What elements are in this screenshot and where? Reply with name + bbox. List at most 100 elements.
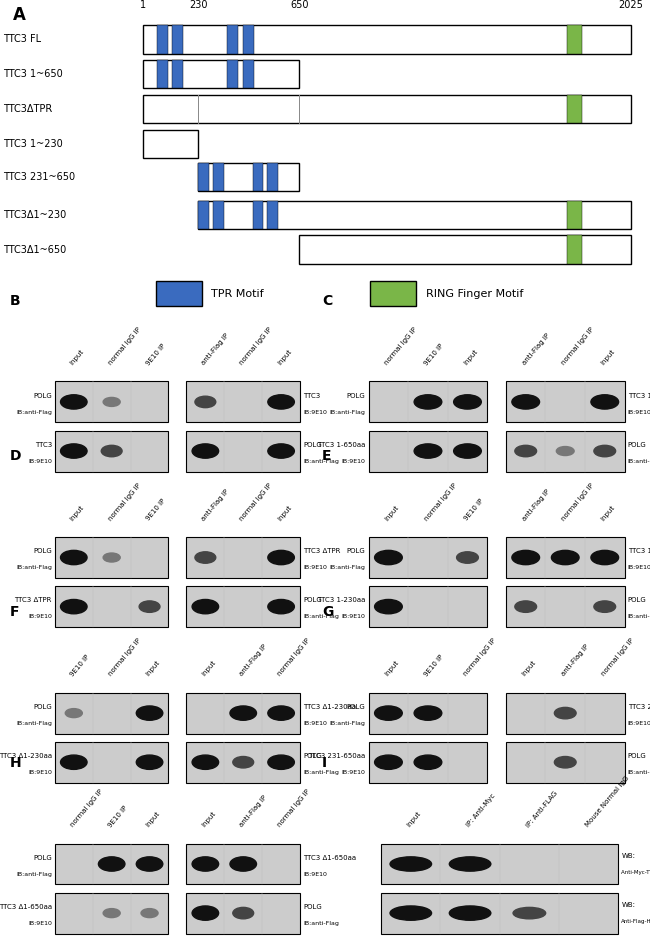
Text: TTC3 1-230aa: TTC3 1-230aa [317,598,365,604]
Bar [55,693,168,734]
Ellipse shape [515,445,537,456]
Ellipse shape [374,600,402,614]
Ellipse shape [449,857,491,871]
Ellipse shape [268,706,294,720]
Ellipse shape [449,906,491,920]
Bar [157,25,168,54]
Text: 1: 1 [140,0,146,10]
Text: IB:anti-Flag: IB:anti-Flag [330,565,365,571]
Bar [369,431,488,472]
Ellipse shape [414,706,442,720]
Text: TTC3 ΔTPR: TTC3 ΔTPR [14,598,52,604]
Text: input: input [201,660,217,677]
Ellipse shape [103,397,120,406]
Ellipse shape [192,857,218,871]
Ellipse shape [456,552,478,563]
Text: IB:9E10: IB:9E10 [28,769,52,775]
Text: normal IgG IP: normal IgG IP [423,482,458,521]
Text: IB:9E10: IB:9E10 [628,565,650,571]
Ellipse shape [591,395,619,409]
Bar [369,742,488,783]
Text: 9E10 IP: 9E10 IP [423,342,445,366]
Bar [172,25,183,54]
Ellipse shape [414,444,442,458]
Bar [55,382,168,422]
Bar [213,201,224,229]
Text: TTC3 231-650aa: TTC3 231-650aa [628,704,650,710]
Ellipse shape [268,395,294,409]
Bar [242,25,254,54]
Text: IB:anti-Flag: IB:anti-Flag [303,614,339,620]
Text: TTC3: TTC3 [34,442,52,448]
Text: Input: Input [600,505,616,521]
Text: anti-Flag IP: anti-Flag IP [239,644,268,677]
Bar [198,201,209,229]
Bar [506,742,625,783]
Ellipse shape [554,756,576,768]
Ellipse shape [103,909,120,918]
Text: H: H [10,756,21,769]
Bar [253,201,263,229]
Bar [567,201,582,229]
Text: TPR Motif: TPR Motif [211,289,264,299]
Text: Input: Input [201,811,217,828]
Text: IP: Anti-FLAG: IP: Anti-FLAG [525,790,558,828]
Ellipse shape [454,444,481,458]
Ellipse shape [390,857,432,871]
Bar [172,60,183,89]
Text: 230: 230 [189,0,207,10]
Ellipse shape [268,600,294,614]
Text: IB:anti-Flag: IB:anti-Flag [628,458,650,464]
Text: IB:9E10: IB:9E10 [342,614,365,620]
Ellipse shape [98,857,125,871]
Bar [198,163,299,191]
Text: Input: Input [406,811,422,828]
Ellipse shape [60,755,87,769]
Bar [506,587,625,627]
Text: IB:anti-Flag: IB:anti-Flag [303,458,339,464]
Text: IB:anti-Flag: IB:anti-Flag [16,409,52,415]
Bar [227,25,238,54]
Text: Input: Input [384,660,400,677]
Ellipse shape [513,907,545,918]
Text: IB:anti-Flag: IB:anti-Flag [628,614,650,620]
Text: TTC3 Δ1-650aa: TTC3 Δ1-650aa [0,904,52,910]
Bar [55,538,168,578]
Text: anti-Flag IP: anti-Flag IP [521,488,551,521]
Ellipse shape [515,601,537,612]
Text: IB:9E10: IB:9E10 [342,458,365,464]
Text: TTC3: TTC3 [303,393,320,399]
Text: 9E10 IP: 9E10 IP [69,653,90,677]
Ellipse shape [374,706,402,720]
Text: TTC3 1-650aa: TTC3 1-650aa [317,442,365,448]
Text: RING Finger Motif: RING Finger Motif [426,289,523,299]
Text: C: C [322,294,332,307]
Text: normal IgG IP: normal IgG IP [69,788,104,828]
Ellipse shape [374,551,402,565]
Text: IB:anti-Flag: IB:anti-Flag [16,720,52,726]
Bar [369,538,488,578]
Ellipse shape [268,755,294,769]
Ellipse shape [268,551,294,565]
Bar [157,60,168,89]
Bar [506,538,625,578]
Ellipse shape [141,909,158,918]
Text: IB:anti-Flag: IB:anti-Flag [330,720,365,726]
Text: normal IgG IP: normal IgG IP [239,326,274,366]
Ellipse shape [233,907,254,918]
Text: Input: Input [384,505,400,521]
Text: 2025: 2025 [618,0,643,10]
Bar [143,129,198,157]
Ellipse shape [390,906,432,920]
Text: anti-Flag IP: anti-Flag IP [239,795,268,828]
Bar [187,844,300,885]
Bar [506,431,625,472]
Text: TTC3 1~230: TTC3 1~230 [3,139,63,149]
Bar [253,163,263,191]
Text: IB:anti-Flag: IB:anti-Flag [330,409,365,415]
Ellipse shape [195,552,216,563]
Text: D: D [10,450,21,463]
Bar [369,693,488,734]
Text: normal IgG IP: normal IgG IP [107,482,142,521]
Ellipse shape [136,755,162,769]
